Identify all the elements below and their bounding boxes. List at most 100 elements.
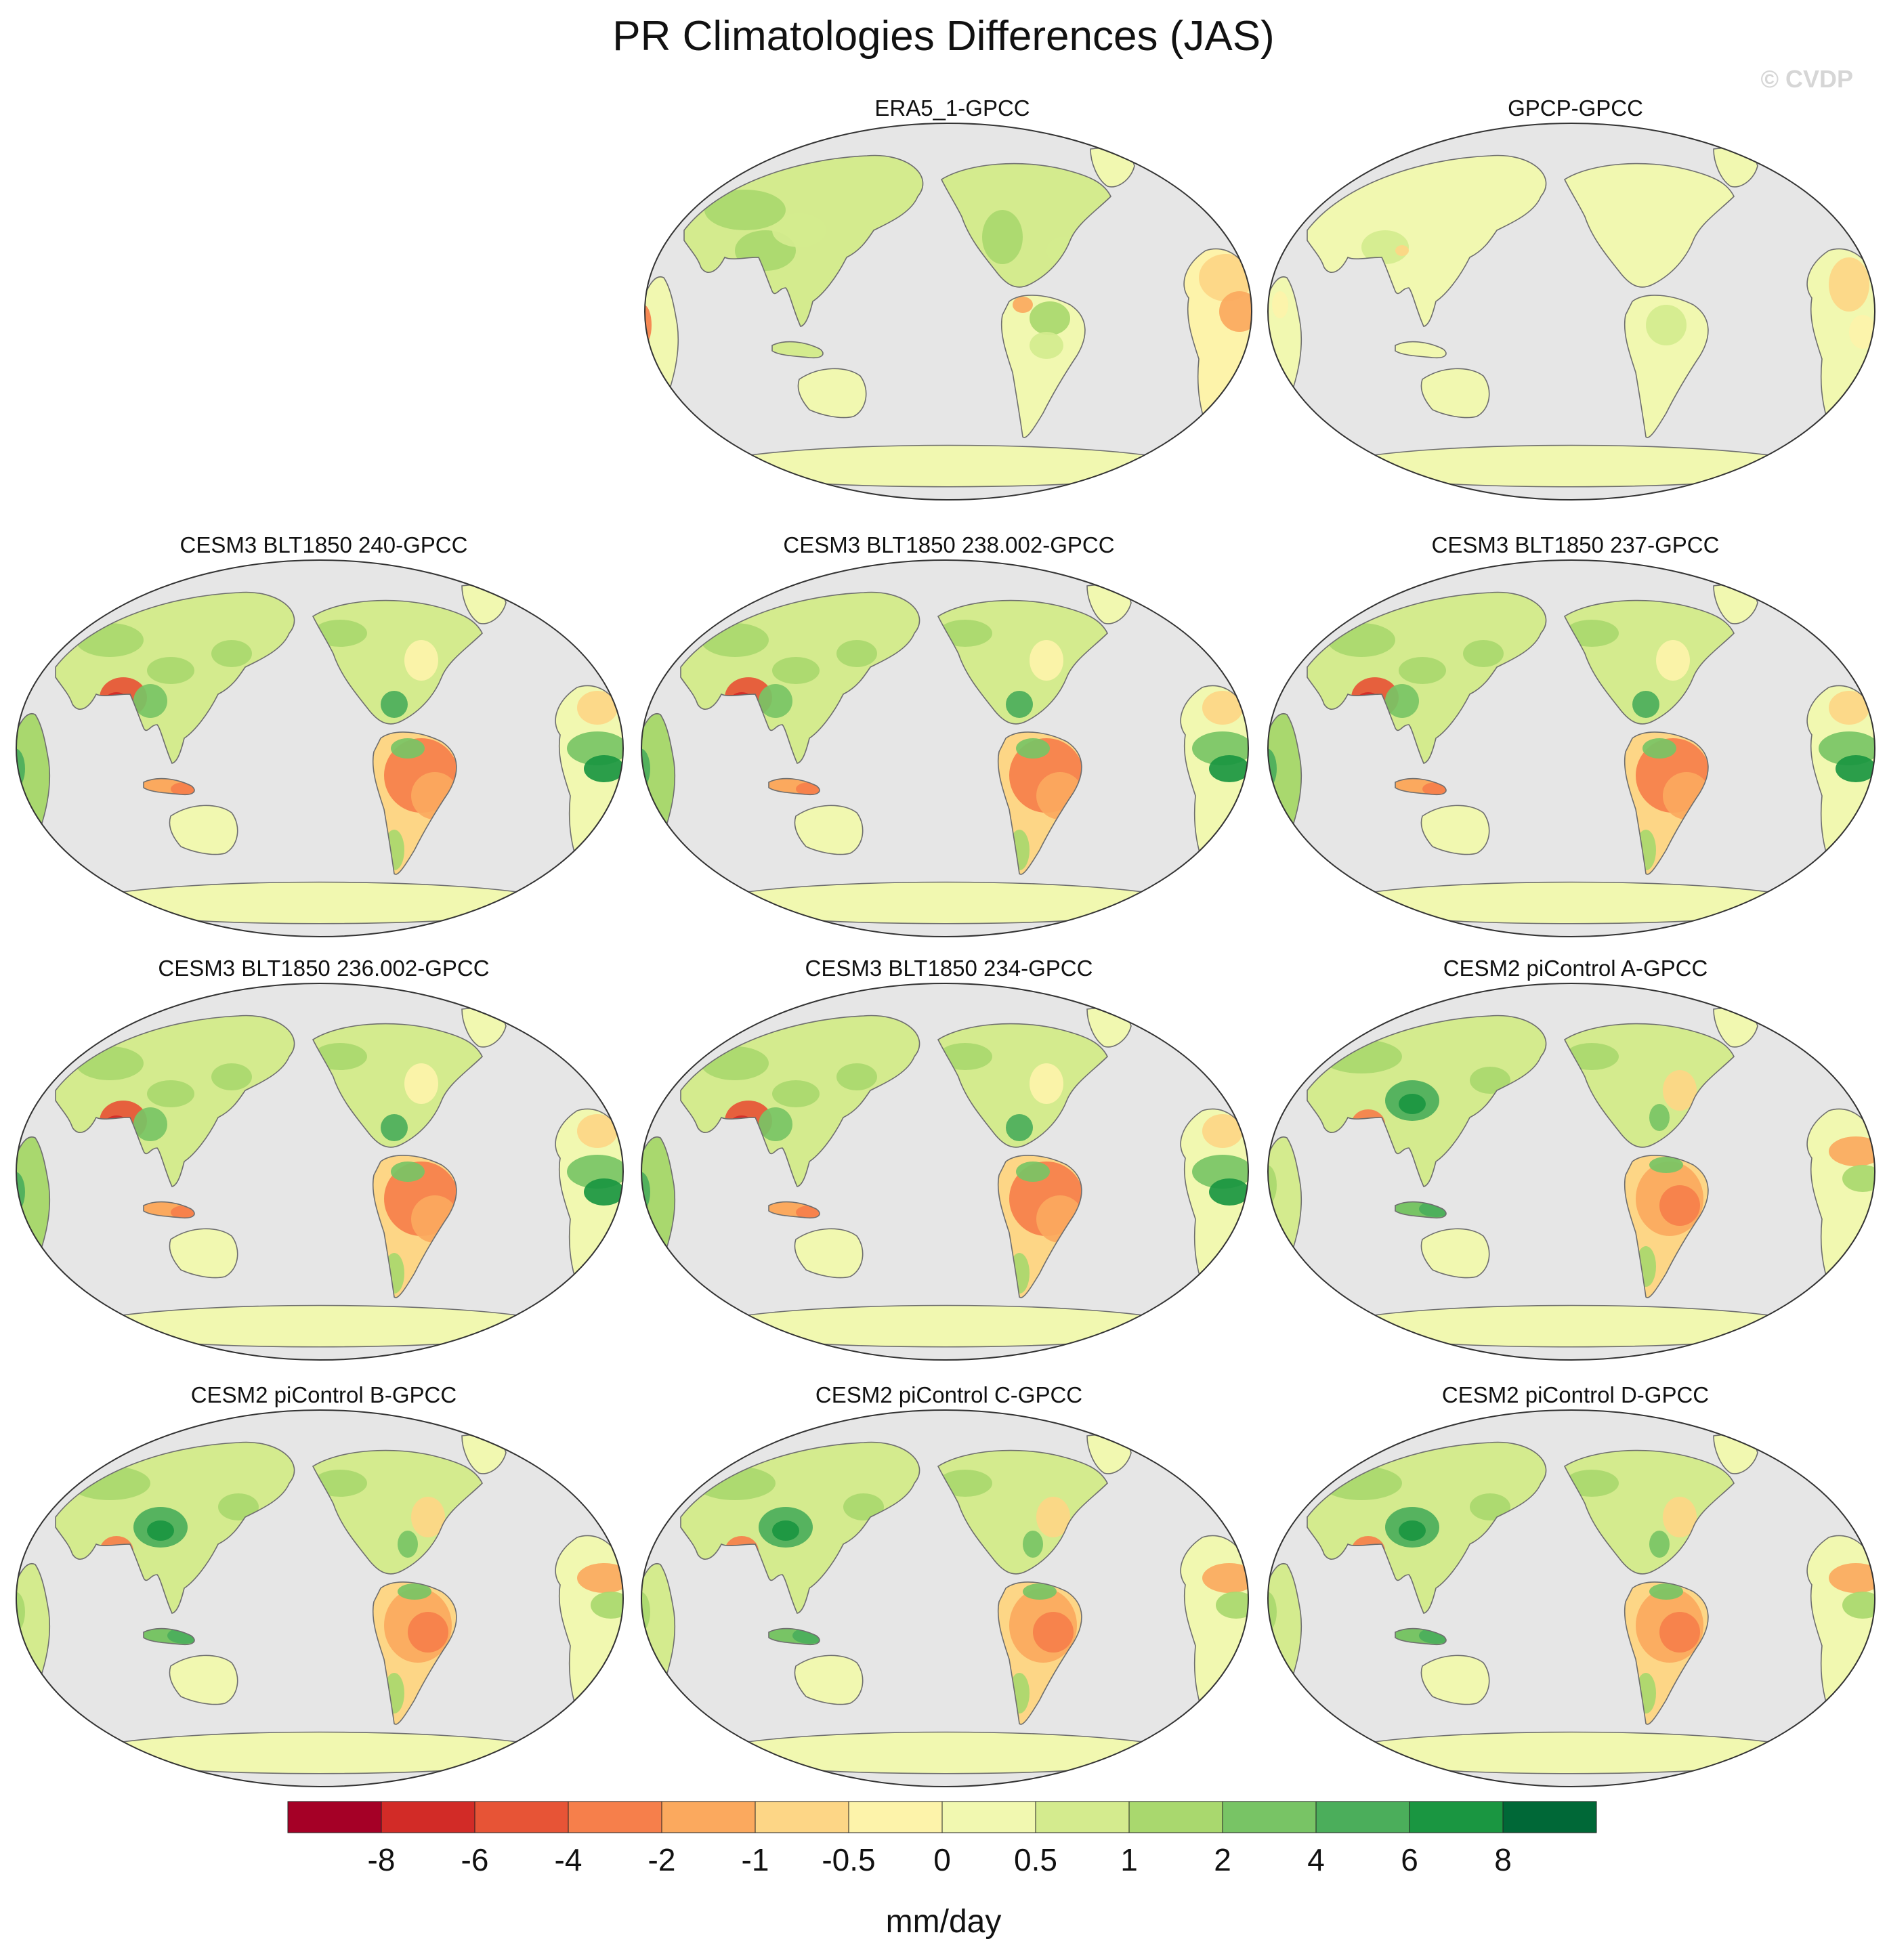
land-australia [169,805,238,855]
colorbar-box [941,1801,1036,1833]
coastline [312,1023,483,1148]
coastline [1420,368,1490,419]
anomaly-region [391,738,425,759]
world-map [641,1409,1249,1787]
coastline [683,154,924,327]
anomaly-region [843,1493,884,1520]
anomaly-region [1842,1592,1875,1619]
panel-title: CESM3 BLT1850 236.002-GPCC [158,956,490,981]
anomaly-region [759,1107,792,1141]
watermark: © CVDP [1760,65,1853,93]
anomaly-region [1659,1612,1700,1653]
coastline [143,1201,195,1219]
coastline [312,1449,483,1575]
anomaly-region [1030,1063,1063,1104]
coastline [1307,1015,1547,1187]
coastline [937,1449,1108,1575]
coastline [997,731,1082,875]
coastline [1624,1581,1709,1725]
colorbar-tick-label: -6 [461,1842,489,1877]
anomaly-region [772,1080,820,1107]
map-panel: ERA5_1-GPCC [643,95,1261,501]
anomaly-region [1632,691,1659,718]
colorbar-box [1035,1801,1130,1833]
anomaly-region [1656,640,1690,681]
colorbar-tick-label: -1 [742,1842,769,1877]
coastline [937,1023,1108,1148]
anomaly-region [408,1612,448,1653]
land-seAsia [772,341,823,358]
panel-title: CESM3 BLT1850 237-GPCC [1431,532,1720,557]
anomaly-region [759,684,792,718]
anomaly-region [1470,1067,1510,1094]
anomaly-region [1649,1583,1683,1600]
anomaly-region [641,1592,650,1632]
panel-title: ERA5_1-GPCC [874,95,1030,121]
anomaly-region [147,657,194,684]
coastline [768,1627,820,1646]
world-map [641,983,1249,1361]
anomaly-region [1016,1162,1050,1182]
colorbar-box [1128,1801,1223,1833]
anomaly-region [147,1080,194,1107]
coastline [1563,1449,1735,1575]
anomaly-region [1829,691,1869,725]
anomaly-region [1649,1531,1670,1558]
map-border [1267,983,1875,1361]
anomaly-region [1272,291,1288,318]
anomaly-region [1829,1136,1875,1166]
anomaly-region [218,1493,259,1520]
land-northAmerica [1565,163,1734,287]
world-map [16,1409,624,1787]
anomaly-region [1023,1583,1057,1600]
anomaly-region [577,1563,623,1593]
map-border [1267,1409,1875,1787]
anomaly-region [211,640,252,667]
colorbar-tick-label: 1 [1120,1842,1138,1877]
map-panel: CESM2 piControl B-GPCC [15,1382,633,1788]
anomaly-region [211,1063,252,1090]
land-antarctica [1341,882,1802,924]
map-panel: CESM2 piControl A-GPCC [1267,955,1884,1361]
coastline [169,805,238,855]
land-antarctica [1341,445,1802,487]
map-border [644,123,1252,500]
coastline [1395,777,1447,796]
map-border [1267,123,1875,500]
anomaly-region [1663,1497,1697,1537]
anomaly-region [1399,1520,1426,1541]
world-map [1267,983,1875,1361]
panel-title: CESM3 BLT1850 234-GPCC [805,956,1093,981]
anomaly-region [1033,1612,1074,1653]
anomaly-region [1202,691,1243,725]
anomaly-region [133,684,167,718]
map-border [16,559,624,937]
anomaly-region [1829,1563,1875,1593]
anomaly-region [398,1583,431,1600]
anomaly-region [1399,1094,1426,1114]
coastline [1307,154,1547,327]
colorbar-tick-label: 2 [1214,1842,1231,1877]
coastline [937,599,1108,725]
colorbar-tick-label: -4 [555,1842,582,1877]
coastline [1395,1627,1447,1646]
anomaly-region [1016,738,1050,759]
coastline [143,777,195,796]
colorbar-box [1315,1801,1410,1833]
anomaly-region [404,1063,438,1104]
coastline [1624,295,1709,438]
map-border [1267,559,1875,937]
colorbar-box [1409,1801,1504,1833]
coastline [372,1155,457,1298]
anomaly-region [577,1114,618,1148]
anomaly-region [591,1592,623,1619]
anomaly-region [1395,245,1409,256]
colorbar-box [1502,1801,1597,1833]
panel-title: CESM3 BLT1850 238.002-GPCC [783,532,1115,557]
land-antarctica [89,1305,550,1347]
panel-title: CESM2 piControl A-GPCC [1443,956,1708,981]
anomaly-region [1463,640,1504,667]
anomaly-region [1023,1531,1043,1558]
coastline [1420,805,1490,855]
